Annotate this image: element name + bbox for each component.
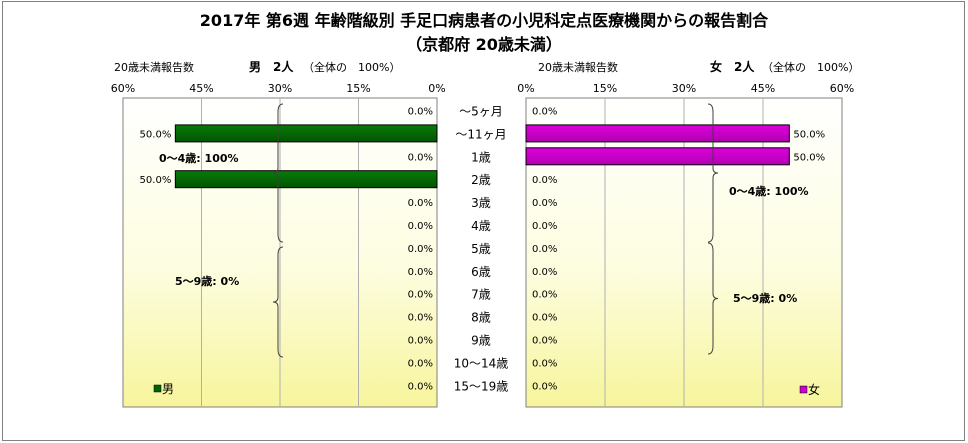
x-tick-label-female: 15% [593,82,617,95]
x-tick-label-female: 0% [517,82,534,95]
x-tick-label-male: 30% [268,82,292,95]
category-label: 9歳 [471,334,491,348]
female-caption-label: 20歳未満報告数 [538,61,618,74]
category-label: 8歳 [471,311,491,325]
male-caption-count: 男 2人 [249,59,294,74]
female-bar [525,147,790,166]
x-tick-label-male: 15% [346,82,370,95]
male-brace-5-9 [272,246,284,358]
female-group-label-0-4: 0～4歳: 100% [729,184,809,198]
male-caption-percent: （全体の 100%） [303,60,400,74]
male-data-label: 0.0% [408,267,433,278]
legend-label-female: 女 [808,382,820,397]
female-brace-5-9 [707,242,719,355]
male-data-label: 0.0% [408,244,433,255]
female-group-label-5-9: 5～9歳: 0% [733,291,797,305]
female-data-label: 0.0% [532,244,557,255]
male-group-label-0-4: 0～4歳: 100% [159,151,239,165]
male-data-label: 0.0% [408,313,433,324]
female-data-label: 0.0% [532,313,557,324]
chart-title: 2017年 第6週 年齢階級別 手足口病患者の小児科定点医療機関からの報告割合 [199,11,769,30]
male-data-label: 0.0% [408,152,433,163]
x-tick-label-female: 30% [672,82,696,95]
male-data-label: 0.0% [408,290,433,301]
category-label: 10～14歳 [454,356,509,370]
male-data-label: 0.0% [408,221,433,232]
female-brace-0-4 [707,103,719,243]
x-tick-label-female: 45% [751,82,775,95]
male-group-label-5-9: 5～9歳: 0% [175,274,239,288]
category-label: 15～19歳 [454,379,509,393]
male-bar [174,170,438,189]
male-data-label: 0.0% [408,358,433,369]
female-data-label: 0.0% [532,175,557,186]
category-label: 3歳 [471,196,491,210]
male-data-label: 0.0% [408,381,433,392]
female-data-label: 50.0% [793,129,825,140]
female-data-label: 0.0% [532,198,557,209]
female-data-label: 0.0% [532,358,557,369]
category-label: 5歳 [471,242,491,256]
x-tick-label-male: 0% [428,82,445,95]
male-bar [174,124,438,143]
x-tick-label-male: 45% [189,82,213,95]
female-data-label: 0.0% [532,267,557,278]
male-data-label: 0.0% [408,336,433,347]
female-data-label: 50.0% [793,152,825,163]
category-label: 7歳 [471,288,491,302]
male-data-label: 50.0% [140,129,172,140]
legend-swatch-male [153,384,162,393]
category-label: ～11ヶ月 [455,127,506,141]
male-caption-label: 20歳未満報告数 [114,61,194,74]
female-data-label: 0.0% [532,381,557,392]
chart-subtitle: （京都府 20歳未満） [406,35,562,54]
category-label: ～5ヶ月 [459,105,503,119]
male-brace-0-4 [272,103,284,243]
category-label: 6歳 [471,265,491,279]
category-label: 1歳 [471,150,491,164]
female-data-label: 0.0% [532,221,557,232]
female-bar [525,124,790,143]
female-caption-percent: （全体の 100%） [762,60,859,74]
female-data-label: 0.0% [532,107,557,118]
male-data-label: 50.0% [140,175,172,186]
legend-swatch-female [799,385,808,394]
legend-label-male: 男 [162,382,174,396]
x-tick-label-male: 60% [111,82,135,95]
male-data-label: 0.0% [408,198,433,209]
female-data-label: 0.0% [532,290,557,301]
category-label: 4歳 [471,219,491,233]
category-label: 2歳 [471,173,491,187]
male-data-label: 0.0% [408,107,433,118]
female-data-label: 0.0% [532,336,557,347]
x-tick-label-female: 60% [830,82,854,95]
female-caption-count: 女 2人 [710,59,755,74]
